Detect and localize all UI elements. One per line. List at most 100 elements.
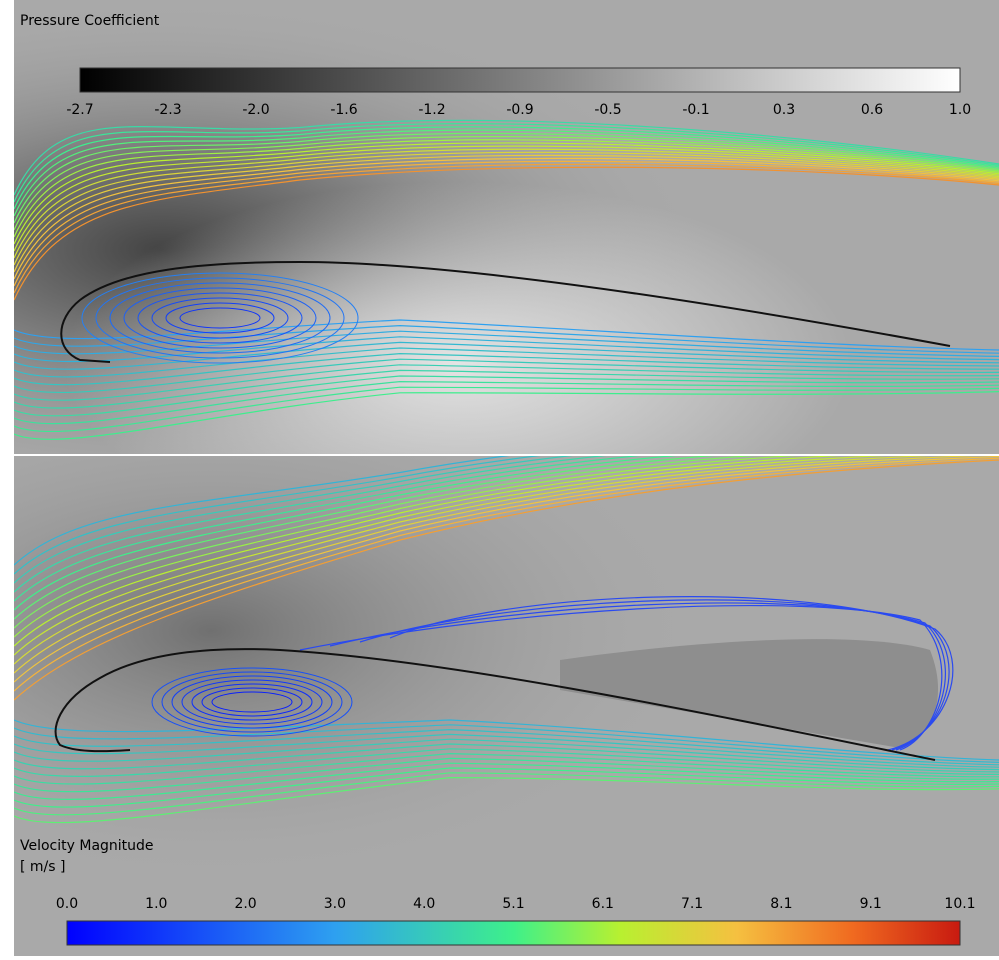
streamline xyxy=(14,456,607,593)
streamline xyxy=(14,456,642,602)
streamline xyxy=(14,139,999,238)
vortex xyxy=(81,272,359,364)
colorbar-tick-label: 0.6 xyxy=(861,102,883,118)
vortex xyxy=(211,691,293,713)
vortex xyxy=(181,679,323,725)
vortex xyxy=(151,667,353,737)
streamline xyxy=(14,364,999,401)
streamline xyxy=(14,456,541,575)
colorbar-title: Velocity Magnitude xyxy=(20,838,154,854)
streamline xyxy=(14,456,510,566)
recirculation xyxy=(299,604,943,751)
colorbar-tick-label: -0.9 xyxy=(506,102,533,118)
colorbar xyxy=(79,67,961,93)
colorbar-tick-label: -1.2 xyxy=(418,102,445,118)
streamline xyxy=(14,142,999,245)
colorbar-tick-label: 9.1 xyxy=(860,896,882,912)
streamline xyxy=(14,772,999,816)
bottom-panel: Velocity Magnitude [ m/s ] 0.0 1.0 2.0 3.0 4… xyxy=(14,456,999,956)
vortex xyxy=(179,307,261,329)
streamline xyxy=(14,151,999,266)
streamline xyxy=(14,145,999,252)
streamline xyxy=(14,724,999,763)
streamline xyxy=(14,748,999,777)
colorbar-tick-label: 7.1 xyxy=(681,896,703,912)
recirculation xyxy=(329,602,946,751)
colorbar-tick-label: 0.3 xyxy=(773,102,795,118)
streamline xyxy=(14,776,999,824)
vortex xyxy=(171,675,333,729)
vortex xyxy=(151,297,289,339)
streamline xyxy=(14,123,999,203)
colorbar xyxy=(66,920,961,946)
streamline xyxy=(14,148,999,259)
streamline xyxy=(14,324,999,354)
recirculation xyxy=(359,599,950,751)
streamline xyxy=(14,380,999,425)
colorbar-tick-label: 3.0 xyxy=(324,896,346,912)
colorbar-tick-label: -2.3 xyxy=(154,102,181,118)
streamline xyxy=(14,391,999,440)
streamline xyxy=(14,456,755,629)
streamline xyxy=(14,719,999,761)
streamline xyxy=(14,738,999,771)
streamline xyxy=(14,347,999,378)
streamline xyxy=(14,154,999,273)
streamline xyxy=(14,352,999,386)
streamline xyxy=(14,456,716,620)
streamline xyxy=(14,132,999,224)
colorbar-tick-label: 1.0 xyxy=(949,102,971,118)
colorbar-tick-label: 2.0 xyxy=(234,896,256,912)
colorbar-tick-label: 1.0 xyxy=(145,896,167,912)
streamline xyxy=(14,456,979,674)
streamline xyxy=(14,358,999,394)
streamline xyxy=(14,456,885,656)
streamline xyxy=(14,136,999,231)
streamline xyxy=(14,375,999,417)
vortex xyxy=(137,292,303,344)
streamline xyxy=(14,456,797,638)
streamline xyxy=(14,341,999,370)
streamline xyxy=(14,119,999,196)
colorbar-tick-label: 10.1 xyxy=(944,896,975,912)
streamline xyxy=(14,330,999,357)
streamline xyxy=(14,129,999,217)
streamline xyxy=(14,157,999,280)
streamline xyxy=(14,163,999,294)
vortex xyxy=(123,287,317,349)
streamline xyxy=(14,457,999,692)
streamline xyxy=(14,752,999,785)
vortex xyxy=(191,683,313,721)
colorbar-tick-label: 5.1 xyxy=(502,896,524,912)
colorbar-tick-label: -0.1 xyxy=(682,102,709,118)
streamline xyxy=(14,369,999,409)
airfoil xyxy=(60,260,951,363)
streamline xyxy=(14,459,999,701)
recirculation xyxy=(389,596,954,751)
colorbar-tick-label: 4.0 xyxy=(413,896,435,912)
streamline xyxy=(14,762,999,800)
separation-region xyxy=(560,639,939,748)
vortex xyxy=(165,302,275,334)
top-panel: Pressure Coefficient -2.7 -2.3 -2.0 -1.6 -1.… xyxy=(14,0,999,454)
colorbar-unit: [ m/s ] xyxy=(20,859,65,875)
streamline xyxy=(14,733,999,768)
colorbar-tick-label: -0.5 xyxy=(594,102,621,118)
colorbar-tick-label: -2.0 xyxy=(242,102,269,118)
streamline xyxy=(14,166,999,301)
vortex xyxy=(161,671,343,733)
vortex xyxy=(109,282,331,354)
colorbar-tick-label: 0.0 xyxy=(56,896,78,912)
streamline xyxy=(14,728,999,766)
colorbar-tick-label: 8.1 xyxy=(770,896,792,912)
streamline xyxy=(14,757,999,793)
streamline xyxy=(14,456,932,665)
streamline xyxy=(14,126,999,210)
vortex xyxy=(201,687,303,717)
vortex xyxy=(95,277,345,359)
streamline xyxy=(14,386,999,433)
colorbar-tick-label: -2.7 xyxy=(66,102,93,118)
streamline xyxy=(14,456,999,683)
colorbar-tick-label: -1.6 xyxy=(330,102,357,118)
